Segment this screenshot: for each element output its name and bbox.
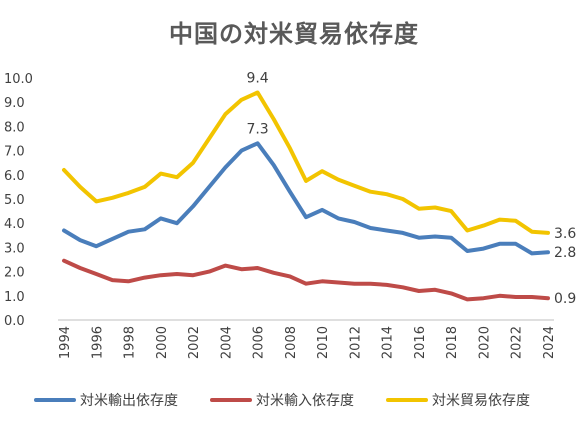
y-tick-label: 5.0 (4, 193, 25, 208)
series-line-0 (62, 141, 550, 256)
x-tick-label: 1998 (123, 326, 138, 359)
x-tick-label: 1994 (58, 326, 73, 359)
data-label: 2.8 (554, 245, 576, 261)
series-line-1 (62, 258, 550, 302)
y-tick-label: 0.0 (4, 314, 25, 329)
series-layer (62, 90, 550, 302)
x-tick-label: 1996 (90, 326, 105, 359)
x-tick-label: 2012 (348, 326, 363, 359)
y-tick-label: 9.0 (4, 96, 25, 111)
chart-title: 中国の対米貿易依存度 (169, 20, 419, 48)
y-tick-label: 2.0 (4, 266, 25, 281)
y-tick-label: 6.0 (4, 169, 25, 184)
x-tick-label: 2018 (445, 326, 460, 359)
x-tick-label: 2024 (542, 326, 557, 359)
y-tick-label: 8.0 (4, 120, 25, 135)
x-tick-label: 2020 (477, 326, 492, 359)
axes: 0.0 1.0 2.0 3.0 4.0 5.0 6.0 7.0 8.0 9.0 10.0 1994 19… (4, 72, 557, 359)
x-tick-label: 2006 (252, 326, 267, 359)
x-tick-label: 2000 (155, 326, 170, 359)
y-tick-label: 1.0 (4, 290, 25, 305)
series-line-2 (62, 90, 550, 235)
x-tick-label: 2016 (413, 326, 428, 359)
y-tick-label: 3.0 (4, 241, 25, 256)
legend-label: 対米輸入依存度 (256, 393, 354, 409)
y-tick-label: 10.0 (4, 72, 33, 87)
x-tick-label: 2022 (510, 326, 525, 359)
x-tick-label: 2014 (381, 326, 396, 359)
legend-label: 対米輸出依存度 (80, 393, 178, 409)
data-labels: 9.4 7.3 3.6 2.8 0.9 (246, 71, 576, 308)
x-tick-label: 2010 (316, 326, 331, 359)
x-tick-label: 2002 (187, 326, 202, 359)
data-label: 0.9 (554, 291, 576, 307)
legend-label: 対米貿易依存度 (432, 393, 530, 409)
x-tick-label: 2004 (219, 326, 234, 359)
y-tick-label: 4.0 (4, 217, 25, 232)
y-tick-label: 7.0 (4, 145, 25, 160)
data-label: 7.3 (246, 121, 268, 137)
legend: 対米輸出依存度 対米輸入依存度 対米貿易依存度 (34, 393, 530, 409)
data-label: 3.6 (554, 226, 576, 242)
data-label: 9.4 (246, 71, 268, 87)
x-tick-label: 2008 (284, 326, 299, 359)
